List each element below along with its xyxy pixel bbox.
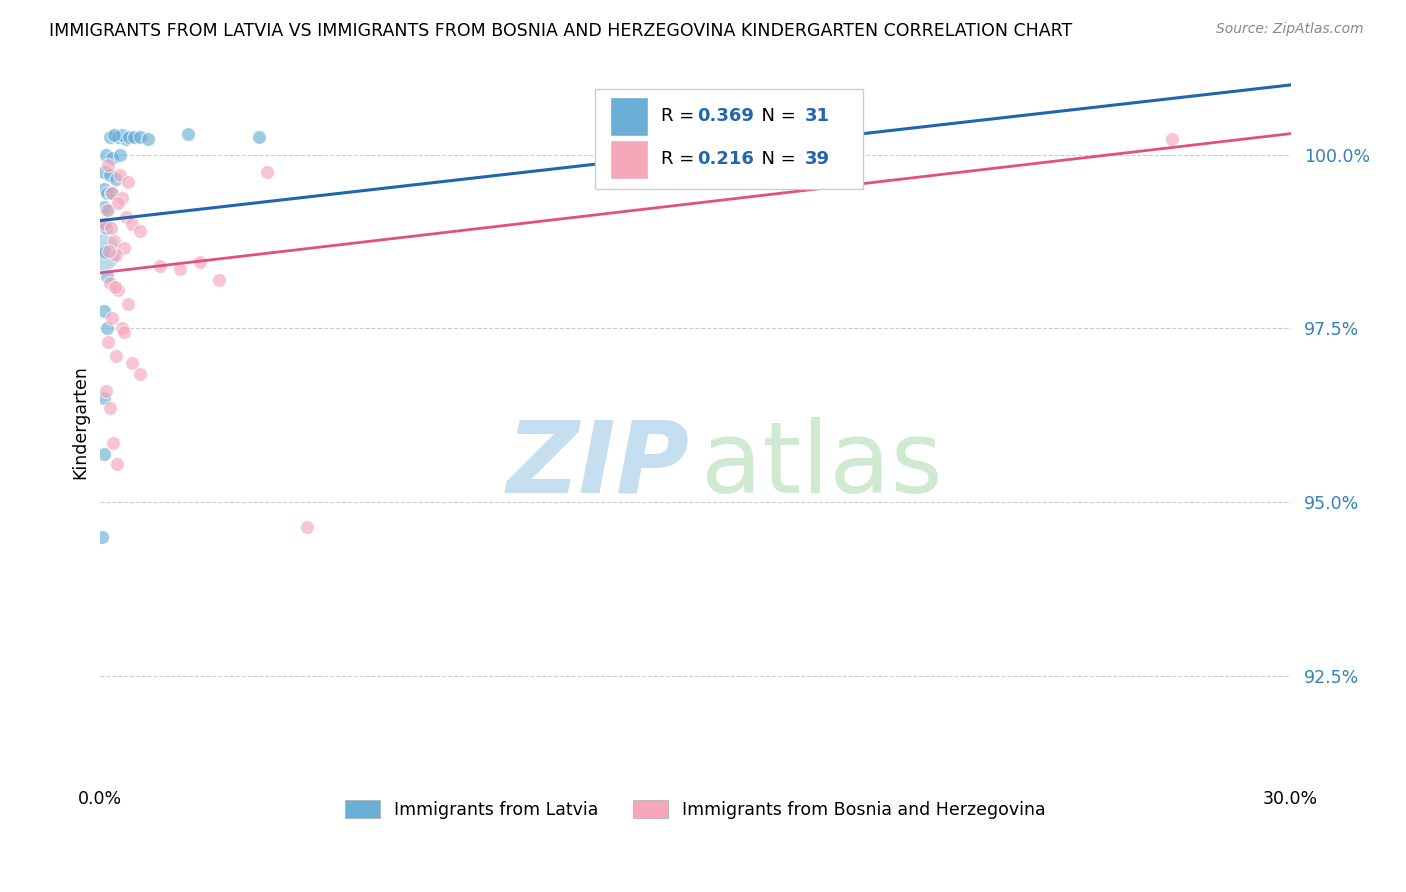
Point	[295, 519, 318, 533]
Point	[98, 401, 121, 416]
Point	[93, 447, 115, 461]
Point	[96, 147, 118, 161]
Point	[129, 224, 152, 238]
Y-axis label: Kindergarten: Kindergarten	[72, 366, 89, 479]
Point	[104, 279, 127, 293]
Point	[121, 356, 143, 370]
Point	[107, 283, 129, 297]
Point	[111, 321, 134, 335]
Bar	[610, 96, 648, 136]
Legend: Immigrants from Latvia, Immigrants from Bosnia and Herzegovina: Immigrants from Latvia, Immigrants from …	[339, 793, 1052, 826]
Point	[115, 210, 138, 224]
Point	[176, 127, 198, 141]
Point	[101, 151, 124, 165]
Point	[105, 457, 128, 471]
Point	[247, 130, 270, 145]
Point	[96, 186, 118, 200]
Point	[98, 130, 121, 145]
Point	[112, 325, 135, 339]
FancyBboxPatch shape	[596, 89, 863, 189]
Point	[103, 128, 125, 142]
Point	[93, 182, 115, 196]
Text: R =: R =	[661, 107, 700, 126]
Point	[93, 200, 115, 214]
Point	[129, 367, 152, 381]
Point	[105, 248, 128, 262]
Text: N =: N =	[751, 151, 801, 169]
Point	[108, 169, 131, 183]
Point	[107, 196, 129, 211]
Text: Source: ZipAtlas.com: Source: ZipAtlas.com	[1216, 22, 1364, 37]
Point	[107, 130, 129, 145]
Point	[93, 304, 115, 318]
Point	[129, 130, 152, 145]
Point	[97, 158, 120, 172]
Point	[96, 220, 118, 235]
Point	[101, 186, 124, 200]
Text: 0.369: 0.369	[696, 107, 754, 126]
Point	[101, 310, 124, 325]
Text: N =: N =	[751, 107, 801, 126]
Point	[91, 530, 114, 544]
Point	[256, 165, 278, 179]
Text: IMMIGRANTS FROM LATVIA VS IMMIGRANTS FROM BOSNIA AND HERZEGOVINA KINDERGARTEN CO: IMMIGRANTS FROM LATVIA VS IMMIGRANTS FRO…	[49, 22, 1073, 40]
Point	[188, 255, 211, 269]
Point	[108, 147, 131, 161]
Point	[136, 132, 159, 146]
Point	[644, 132, 666, 146]
Point	[93, 391, 115, 405]
Point	[115, 132, 138, 146]
Text: atlas: atlas	[702, 417, 943, 514]
Text: R =: R =	[661, 151, 700, 169]
Point	[103, 235, 125, 249]
Point	[98, 169, 121, 183]
Point	[97, 203, 120, 218]
Point	[117, 175, 139, 189]
Bar	[610, 140, 648, 179]
Point	[111, 128, 134, 142]
Point	[96, 269, 118, 284]
Text: 31: 31	[806, 107, 830, 126]
Text: 39: 39	[806, 151, 830, 169]
Point	[100, 220, 122, 235]
Point	[91, 244, 114, 259]
Point	[169, 262, 191, 277]
Point	[101, 436, 124, 450]
Point	[122, 130, 145, 145]
Point	[97, 335, 120, 350]
Point	[93, 165, 115, 179]
Point	[94, 244, 117, 259]
Point	[117, 297, 139, 311]
Point	[112, 242, 135, 256]
Point	[111, 191, 134, 205]
Point	[94, 217, 117, 231]
Point	[105, 172, 128, 186]
Text: 0.216: 0.216	[696, 151, 754, 169]
Point	[100, 186, 122, 200]
Point	[96, 203, 118, 218]
Point	[208, 273, 231, 287]
Point	[98, 277, 121, 291]
Point	[98, 244, 121, 258]
Text: ZIP: ZIP	[506, 417, 689, 514]
Point	[1160, 132, 1182, 146]
Point	[93, 217, 115, 231]
Point	[118, 130, 141, 145]
Point	[121, 217, 143, 231]
Point	[96, 384, 118, 398]
Point	[105, 349, 128, 363]
Point	[149, 259, 172, 273]
Point	[96, 321, 118, 335]
